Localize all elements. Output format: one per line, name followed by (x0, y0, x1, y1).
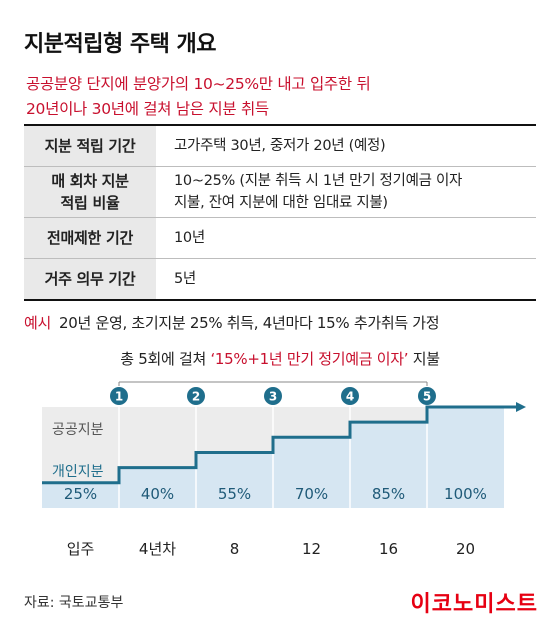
table-row-label-line: 매 회차 지분 (51, 172, 129, 190)
step-marker-number: 1 (115, 390, 123, 404)
table-row-residence: 거주 의무 기간 5년 (24, 259, 536, 301)
x-axis-label: 4년차 (139, 540, 176, 558)
payment-prefix: 총 5회에 걸쳐 (120, 350, 206, 368)
step-marker-circle (110, 387, 128, 405)
step-marker-circle (264, 387, 282, 405)
table-row-value: 고가주택 30년, 중저가 20년 (예정) (174, 138, 386, 154)
public-equity-label: 공공지분 (52, 422, 104, 438)
step-marker-circle (341, 387, 359, 405)
share-value-label: 55% (218, 485, 251, 503)
table-row-period: 지분 적립 기간 고가주택 30년, 중저가 20년 (예정) (24, 126, 536, 167)
example-tag: 예시 (24, 314, 52, 332)
payment-suffix: 지불 (412, 350, 440, 368)
table-top-rule (24, 124, 536, 126)
equity-step-line (42, 405, 516, 485)
table-row-value: 5년 (174, 271, 196, 287)
step-marker-circle (418, 387, 436, 405)
step-marker-number: 2 (192, 390, 200, 404)
step-marker-number: 3 (269, 390, 277, 404)
source-note: 자료: 국토교통부 (24, 595, 124, 611)
equity-line-arrowhead (516, 402, 526, 412)
payment-caption: 총 5회에 걸쳐 ‘15%+1년 만기 정기예금 이자’ 지불 (0, 348, 560, 369)
step-marker-circle (187, 387, 205, 405)
brand-logo: 이코노미스트 (410, 592, 538, 617)
x-axis-label: 20 (456, 540, 475, 558)
share-value-label: 85% (372, 485, 405, 503)
x-axis-label: 16 (379, 540, 398, 558)
table-row-value: 10~25% (지분 취득 시 1년 만기 정기예금 이자 지불, 잔여 지분에… (174, 167, 532, 217)
share-value-label: 25% (64, 485, 97, 503)
payment-highlight: ‘15%+1년 만기 정기예금 이자’ (210, 350, 409, 368)
share-value-label: 100% (444, 485, 487, 503)
subtitle-line-2: 20년이나 30년에 걸쳐 남은 지분 취득 (26, 100, 269, 118)
example-description: 20년 운영, 초기지분 25% 취득, 4년마다 15% 추가취득 가정 (59, 314, 440, 332)
x-axis-label: 8 (230, 540, 240, 558)
page-title: 지분적립형 주택 개요 (24, 32, 216, 57)
share-value-label: 40% (141, 485, 174, 503)
table-row-value: 10년 (174, 230, 205, 246)
table-row-label: 매 회차 지분 적립 비율 (24, 167, 156, 217)
table-row-resale: 전매제한 기간 10년 (24, 218, 536, 259)
table-row-value-line: 10~25% (지분 취득 시 1년 만기 정기예금 이자 (174, 173, 463, 189)
x-axis-label: 입주 (67, 540, 95, 558)
subtitle-line-1: 공공분양 단지에 분양가의 10~25%만 내고 입주한 뒤 (26, 75, 371, 93)
private-equity-label: 개인지분 (52, 464, 104, 480)
table-row-label: 전매제한 기간 (24, 218, 156, 258)
step-marker-number: 4 (346, 390, 354, 404)
table-row-label: 지분 적립 기간 (24, 126, 156, 166)
x-axis-label: 12 (302, 540, 321, 558)
share-value-label: 70% (295, 485, 328, 503)
step-marker-number: 5 (423, 390, 431, 404)
table-row-label: 거주 의무 기간 (24, 259, 156, 299)
example-text: 예시 20년 운영, 초기지분 25% 취득, 4년마다 15% 추가취득 가정 (24, 312, 440, 333)
table-row-value-line: 지불, 잔여 지분에 대한 임대료 지불) (174, 195, 388, 211)
subtitle: 공공분양 단지에 분양가의 10~25%만 내고 입주한 뒤 20년이나 30년… (26, 72, 371, 122)
table-row-ratio: 매 회차 지분 적립 비율 10~25% (지분 취득 시 1년 만기 정기예금… (24, 167, 536, 218)
table-row-label-line: 적립 비율 (60, 194, 120, 212)
